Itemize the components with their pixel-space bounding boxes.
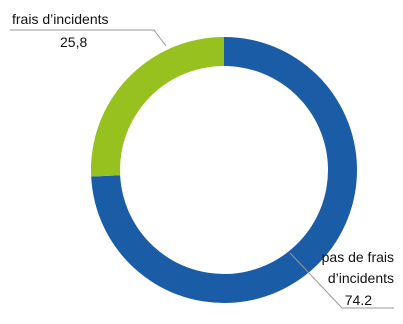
leader-line-frais-incidents: [10, 29, 167, 47]
slice-value-frais-incidents: 25,8: [60, 34, 87, 50]
leader-line-pas-de-frais: [289, 252, 394, 309]
donut-slices: [91, 37, 358, 304]
slice-label-pas-de-frais-line2: d’incidents: [328, 270, 394, 286]
slice-value-pas-de-frais: 74.2: [345, 292, 372, 308]
slice-frais-incidents: [91, 37, 225, 177]
slice-label-frais-incidents: frais d’incidents: [12, 11, 109, 27]
slice-label-pas-de-frais-line1: pas de frais: [322, 249, 394, 265]
